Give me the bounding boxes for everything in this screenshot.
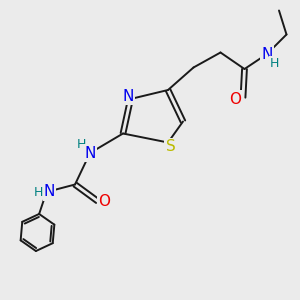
Text: H: H xyxy=(77,138,86,151)
Text: S: S xyxy=(166,139,175,154)
Text: H: H xyxy=(270,57,279,70)
Text: N: N xyxy=(84,146,96,160)
Text: N: N xyxy=(44,184,55,200)
Text: O: O xyxy=(230,92,242,106)
Text: H: H xyxy=(33,185,43,199)
Text: O: O xyxy=(98,194,110,208)
Text: N: N xyxy=(122,89,134,104)
Text: N: N xyxy=(261,46,273,62)
